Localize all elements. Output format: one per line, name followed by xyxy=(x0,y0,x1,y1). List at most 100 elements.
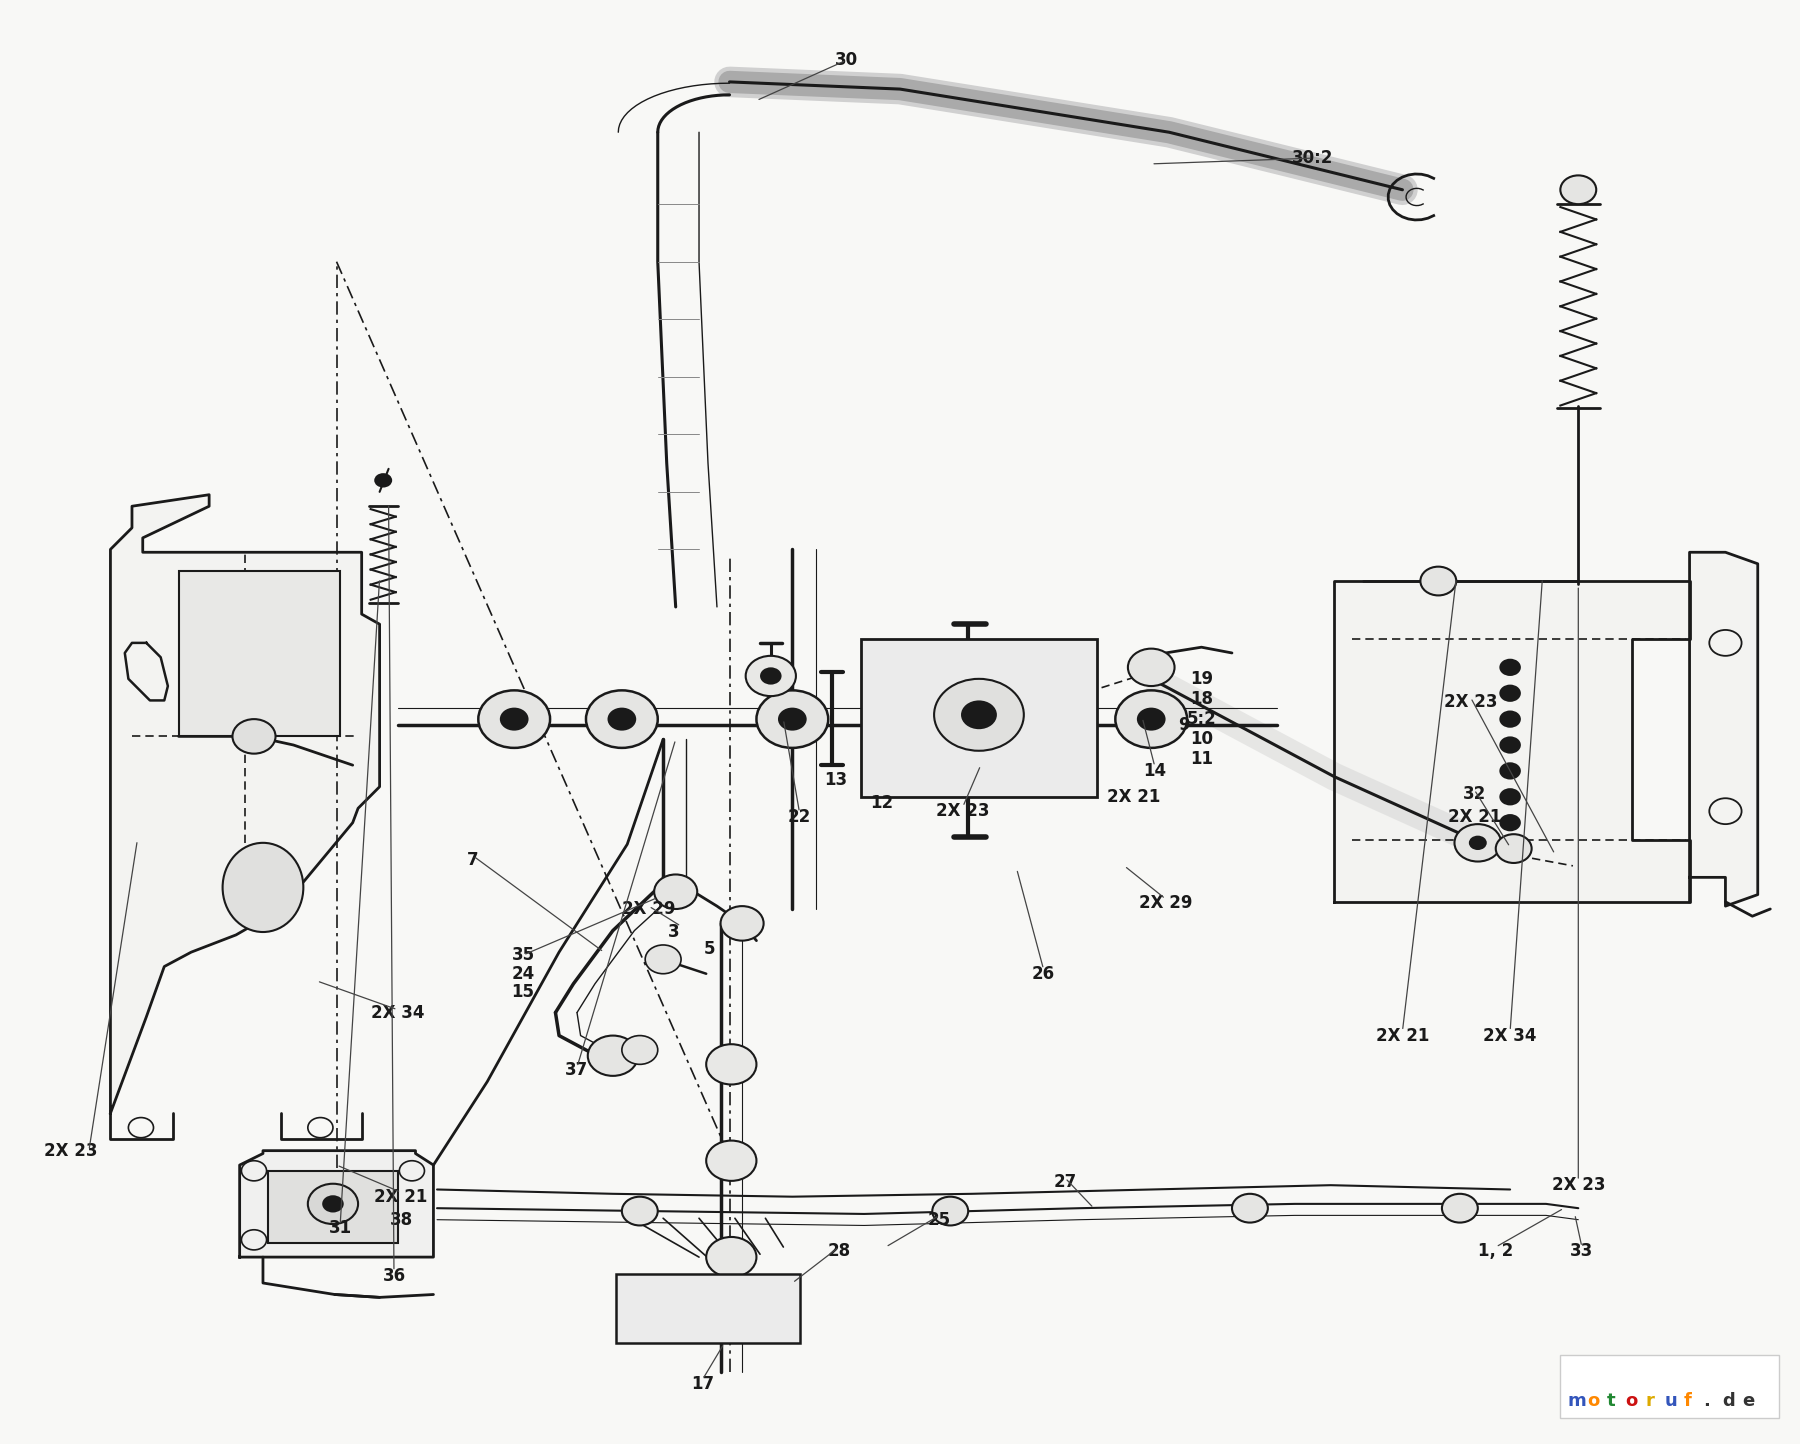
Text: 28: 28 xyxy=(828,1242,851,1261)
Text: 1, 2: 1, 2 xyxy=(1478,1242,1514,1261)
Text: .: . xyxy=(1703,1392,1710,1409)
Text: 37: 37 xyxy=(565,1061,589,1079)
Text: 27: 27 xyxy=(1053,1174,1076,1191)
Text: 24: 24 xyxy=(511,965,535,983)
Circle shape xyxy=(1138,708,1166,731)
Text: 30: 30 xyxy=(835,52,859,69)
Circle shape xyxy=(1499,788,1521,806)
Circle shape xyxy=(322,1196,344,1213)
Text: 17: 17 xyxy=(691,1375,715,1392)
Text: 11: 11 xyxy=(1190,751,1213,768)
Text: 13: 13 xyxy=(824,771,848,788)
Text: r: r xyxy=(1645,1392,1654,1409)
Circle shape xyxy=(1499,736,1521,754)
Text: 2X 34: 2X 34 xyxy=(1483,1027,1537,1044)
Circle shape xyxy=(608,708,635,731)
Polygon shape xyxy=(1690,552,1759,907)
Circle shape xyxy=(1499,658,1521,676)
Text: 2X 23: 2X 23 xyxy=(1552,1177,1606,1194)
Text: 12: 12 xyxy=(871,794,893,812)
Ellipse shape xyxy=(223,843,304,931)
Circle shape xyxy=(932,1197,968,1226)
Circle shape xyxy=(900,690,972,748)
Circle shape xyxy=(1499,762,1521,780)
Circle shape xyxy=(706,1238,756,1278)
Circle shape xyxy=(1116,690,1188,748)
Text: 31: 31 xyxy=(329,1219,351,1238)
Text: u: u xyxy=(1665,1392,1678,1409)
Text: 30:2: 30:2 xyxy=(1292,149,1334,168)
Text: 36: 36 xyxy=(382,1266,405,1285)
Text: 38: 38 xyxy=(389,1210,412,1229)
Text: 2X 34: 2X 34 xyxy=(371,1004,425,1021)
Circle shape xyxy=(1499,814,1521,832)
Circle shape xyxy=(1442,1194,1478,1223)
Bar xyxy=(1561,1354,1778,1418)
Circle shape xyxy=(1469,836,1487,851)
Text: 22: 22 xyxy=(788,809,812,826)
Circle shape xyxy=(745,656,796,696)
Circle shape xyxy=(1454,825,1501,862)
Text: 14: 14 xyxy=(1143,762,1166,780)
Circle shape xyxy=(1008,690,1080,748)
Bar xyxy=(860,638,1098,797)
Circle shape xyxy=(961,700,997,729)
Text: 2X 23: 2X 23 xyxy=(45,1142,97,1160)
Text: 9: 9 xyxy=(1177,716,1190,734)
Circle shape xyxy=(922,708,950,731)
Text: f: f xyxy=(1683,1392,1692,1409)
Text: e: e xyxy=(1742,1392,1755,1409)
Text: 2X 21: 2X 21 xyxy=(1447,809,1501,826)
Circle shape xyxy=(232,719,275,754)
Polygon shape xyxy=(110,495,380,1113)
Text: 2X 29: 2X 29 xyxy=(1139,894,1192,913)
Circle shape xyxy=(621,1035,657,1064)
Circle shape xyxy=(1499,684,1521,702)
Circle shape xyxy=(778,708,806,731)
Bar xyxy=(616,1275,799,1343)
Text: 2X 29: 2X 29 xyxy=(623,900,675,918)
Circle shape xyxy=(589,1035,637,1076)
Text: 32: 32 xyxy=(1463,786,1485,803)
Circle shape xyxy=(934,679,1024,751)
Text: o: o xyxy=(1625,1392,1638,1409)
Circle shape xyxy=(706,1044,756,1084)
Circle shape xyxy=(621,1197,657,1226)
Circle shape xyxy=(374,474,392,488)
Circle shape xyxy=(1420,566,1456,595)
Text: 19: 19 xyxy=(1190,670,1213,687)
Text: 2X 21: 2X 21 xyxy=(1375,1027,1429,1044)
Circle shape xyxy=(756,690,828,748)
Text: 2X 21: 2X 21 xyxy=(1107,788,1159,806)
Text: 26: 26 xyxy=(1031,965,1055,983)
Circle shape xyxy=(720,907,763,940)
Circle shape xyxy=(1129,648,1175,686)
Circle shape xyxy=(1499,710,1521,728)
Text: 3: 3 xyxy=(668,923,680,941)
Text: 35: 35 xyxy=(511,946,535,965)
Circle shape xyxy=(1496,835,1532,864)
Text: 2X 23: 2X 23 xyxy=(1444,693,1498,710)
Text: 33: 33 xyxy=(1570,1242,1593,1261)
Circle shape xyxy=(1561,175,1597,204)
Circle shape xyxy=(587,690,657,748)
Text: t: t xyxy=(1606,1392,1615,1409)
Text: o: o xyxy=(1588,1392,1598,1409)
Text: 5:2: 5:2 xyxy=(1186,710,1217,728)
Circle shape xyxy=(644,944,680,973)
Circle shape xyxy=(706,1141,756,1181)
Text: 5: 5 xyxy=(704,940,716,959)
Circle shape xyxy=(500,708,529,731)
Bar xyxy=(268,1171,398,1243)
Polygon shape xyxy=(239,1151,434,1258)
Text: 7: 7 xyxy=(468,851,479,869)
Text: 2X 21: 2X 21 xyxy=(374,1187,428,1206)
Text: 15: 15 xyxy=(511,983,535,1002)
Text: d: d xyxy=(1723,1392,1735,1409)
Circle shape xyxy=(479,690,551,748)
Circle shape xyxy=(308,1184,358,1225)
Bar xyxy=(178,570,340,736)
Polygon shape xyxy=(1334,580,1690,902)
Text: 18: 18 xyxy=(1190,690,1213,708)
Circle shape xyxy=(1030,708,1058,731)
